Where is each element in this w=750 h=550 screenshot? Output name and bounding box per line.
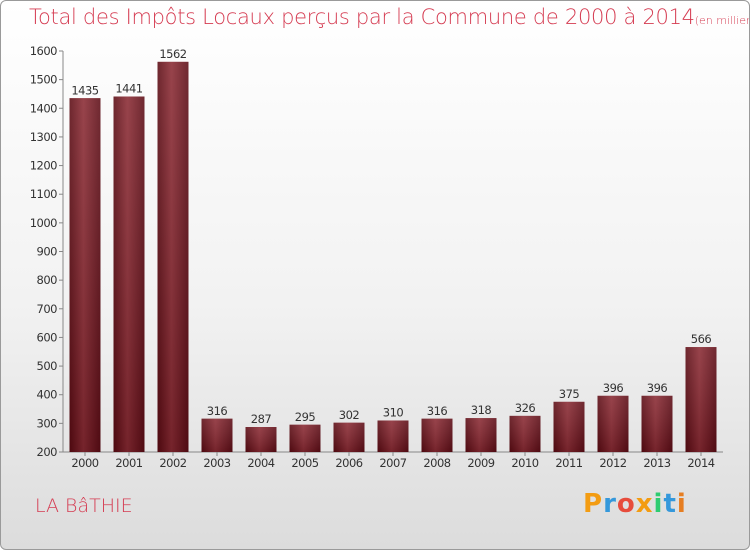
data-label-2007: 310 <box>383 405 404 419</box>
x-tick-label-2003: 2003 <box>203 456 230 470</box>
bar-shade-2012 <box>597 395 629 452</box>
data-label-2001: 1441 <box>115 82 142 96</box>
x-tick-label-2011: 2011 <box>555 456 582 470</box>
y-tick-label: 500 <box>37 359 58 373</box>
x-tick-label-2007: 2007 <box>379 456 406 470</box>
axes: 200 300 400 500 600 700 800 900 1000 1100 1200 1300… <box>30 44 723 459</box>
y-tick-label: 600 <box>37 330 58 344</box>
x-tick-label-2014: 2014 <box>687 456 714 470</box>
y-tick-label: 1000 <box>30 216 57 230</box>
x-tick-label-2006: 2006 <box>335 456 362 470</box>
chart-title-text: Total des Impôts Locaux perçus par la Co… <box>29 5 695 29</box>
data-label-2002: 1562 <box>159 47 186 61</box>
bar-shade-2010 <box>509 415 541 452</box>
x-tick-label-2002: 2002 <box>159 456 186 470</box>
y-tick-label: 900 <box>37 245 58 259</box>
bar-shade-2011 <box>553 401 585 452</box>
x-tick-label-2005: 2005 <box>291 456 318 470</box>
x-tick-label-2000: 2000 <box>71 456 98 470</box>
y-tick-label: 1300 <box>30 130 57 144</box>
data-label-2010: 326 <box>515 401 536 415</box>
data-label-2008: 316 <box>427 404 448 418</box>
bar-shade-2002 <box>157 61 189 453</box>
chart-title: Total des Impôts Locaux perçus par la Co… <box>29 5 749 29</box>
bar-shade-2004 <box>245 427 277 452</box>
bars <box>69 61 717 453</box>
data-label-2013: 396 <box>647 381 668 395</box>
commune-name: LA BâTHIE <box>35 495 133 517</box>
data-label-2012: 396 <box>603 381 624 395</box>
logo-letter: P <box>583 489 604 519</box>
y-tick-label: 1100 <box>30 187 57 201</box>
data-label-2005: 295 <box>295 410 316 424</box>
data-label-2000: 1435 <box>71 83 98 97</box>
bar-shade-2005 <box>289 424 321 452</box>
y-tick-label: 1400 <box>30 101 57 115</box>
chart-unit: (en milliers d'€) <box>694 14 749 27</box>
y-tick-label: 1500 <box>30 73 57 87</box>
proxiti-logo: Proxiti <box>583 489 687 519</box>
data-label-2011: 375 <box>559 387 580 401</box>
bar-shade-2003 <box>201 418 233 452</box>
bar-labels: 1435 2000 1441 2001 1562 2002 316 2003 287 2004 29… <box>71 47 715 470</box>
data-label-2006: 302 <box>339 408 360 422</box>
bar-shade-2014 <box>685 347 717 452</box>
bar-shade-2007 <box>377 420 409 452</box>
y-tick-label: 400 <box>37 388 58 402</box>
x-tick-label-2001: 2001 <box>115 456 142 470</box>
x-tick-label-2012: 2012 <box>599 456 626 470</box>
data-label-2003: 316 <box>207 404 228 418</box>
data-label-2009: 318 <box>471 403 492 417</box>
x-tick-label-2010: 2010 <box>511 456 538 470</box>
x-tick-label-2008: 2008 <box>423 456 450 470</box>
logo-letter: x <box>635 489 654 519</box>
y-tick-label: 700 <box>37 302 58 316</box>
logo-letter: r <box>603 489 617 519</box>
y-tick-label: 200 <box>37 445 58 459</box>
logo-letter: o <box>616 489 636 519</box>
x-tick-label-2013: 2013 <box>643 456 670 470</box>
data-label-2004: 287 <box>251 412 272 426</box>
y-tick-label: 800 <box>37 273 58 287</box>
bar-shade-2009 <box>465 418 497 452</box>
bar-shade-2008 <box>421 418 453 452</box>
bar-shade-2013 <box>641 395 673 452</box>
x-tick-label-2004: 2004 <box>247 456 274 470</box>
y-tick-label: 1200 <box>30 159 57 173</box>
data-label-2014: 566 <box>691 332 712 346</box>
y-tick-label: 300 <box>37 416 58 430</box>
bar-shade-2001 <box>113 96 145 452</box>
x-tick-label-2009: 2009 <box>467 456 494 470</box>
logo-letter: t <box>663 489 677 519</box>
logo-letter: i <box>653 489 664 519</box>
bar-shade-2000 <box>69 98 101 452</box>
y-tick-label: 1600 <box>30 44 57 58</box>
bar-shade-2006 <box>333 422 365 452</box>
logo-letter: i <box>676 489 687 519</box>
